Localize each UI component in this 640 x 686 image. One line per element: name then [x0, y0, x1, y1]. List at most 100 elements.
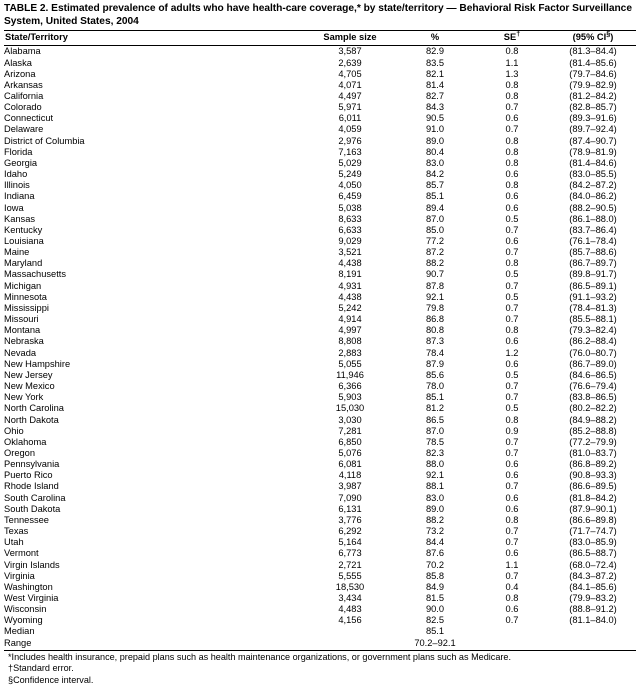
cell-ci: (89.7–92.4) [569, 124, 617, 135]
cell-state: Washington [4, 581, 53, 592]
cell-state: Georgia [4, 157, 38, 168]
table-row: New Mexico 6,366 78.0 0.7 (76.6–79.4) [4, 381, 636, 392]
cell-state: Range [4, 637, 304, 651]
cell-state: Indiana [4, 191, 35, 202]
cell-se: 0.8 [505, 593, 519, 603]
cell-percent: 84.9 [425, 581, 445, 592]
table-row: North Carolina 15,030 81.2 0.5 (80.2–82.2) [4, 403, 636, 414]
cell-percent: 86.8 [425, 314, 445, 325]
cell-sample-size: 2,639 [338, 57, 362, 68]
cell-sample-size: 5,903 [338, 392, 362, 403]
table-row: Vermont 6,773 87.6 0.6 (86.5–88.7) [4, 548, 636, 559]
cell-ci: (81.1–84.0) [569, 615, 617, 626]
cell-se: 0.5 [505, 403, 519, 414]
ci-label-close: ) [610, 32, 614, 43]
cell-state: Virgin Islands [4, 559, 60, 570]
cell-se: 0.7 [505, 570, 519, 581]
cell-state: Michigan [4, 280, 42, 291]
cell-se: 0.6 [505, 113, 519, 124]
cell-ci: (84.1–85.6) [569, 581, 617, 592]
table-row: Virgin Islands 2,721 70.2 1.1 (68.0–72.4) [4, 560, 636, 571]
table-row: Georgia 5,029 83.0 0.8 (81.4–84.6) [4, 158, 636, 169]
cell-percent: 87.0 [425, 425, 445, 436]
table-row: New York 5,903 85.1 0.7 (83.8–86.5) [4, 392, 636, 403]
table-row: District of Columbia 2,976 89.0 0.8 (87.4–90… [4, 136, 636, 147]
cell-ci: (83.0–85.9) [569, 537, 617, 548]
cell-state: Ohio [4, 425, 24, 436]
cell-ci: (87.4–90.7) [569, 135, 617, 146]
cell-ci: (83.0–85.5) [569, 169, 617, 180]
cell-state: Missouri [4, 314, 39, 325]
cell-se: 0.6 [505, 191, 519, 202]
summary-row: Range 70.2–92.1 [4, 637, 636, 651]
cell-sample-size: 6,131 [338, 503, 362, 514]
cell-state: Kentucky [4, 224, 43, 235]
cell-state: Montana [4, 325, 41, 336]
cell-ci: (81.0–83.7) [569, 447, 617, 458]
cell-ci: (83.7–86.4) [569, 224, 617, 235]
cell-sample-size: 7,090 [338, 492, 362, 503]
ci-label: (95% CI [572, 32, 607, 43]
footnote: †Standard error. [8, 663, 632, 674]
cell-percent: 92.1 [425, 291, 445, 302]
cell-se: 1.1 [505, 559, 519, 570]
table-row: Massachusetts 8,191 90.7 0.5 (89.8–91.7) [4, 269, 636, 280]
table-row: Louisiana 9,029 77.2 0.6 (76.1–78.4) [4, 236, 636, 247]
table-row: New Hampshire 5,055 87.9 0.6 (86.7–89.0) [4, 359, 636, 370]
cell-state: Minnesota [4, 291, 47, 302]
cell-sample-size: 4,914 [338, 314, 362, 325]
cell-state: Idaho [4, 169, 28, 180]
cell-sample-size: 3,776 [338, 514, 362, 525]
cell-se: 1.2 [505, 347, 519, 358]
cell-se: 0.8 [505, 180, 519, 191]
cell-percent: 70.2–92.1 [396, 637, 474, 651]
cell-sample-size: 6,366 [338, 381, 362, 392]
cell-ci: (85.7–88.6) [569, 247, 617, 258]
cell-se: 0.7 [505, 247, 519, 258]
table-row: Indiana 6,459 85.1 0.6 (84.0–86.2) [4, 191, 636, 202]
cell-ci: (86.7–89.7) [569, 258, 617, 269]
cell-sample-size: 3,030 [338, 414, 362, 425]
column-header-se: SE† [474, 30, 550, 47]
cell-percent: 88.2 [425, 258, 445, 269]
cell-sample-size: 4,438 [338, 258, 362, 269]
cell-ci: (86.8–89.2) [569, 459, 617, 470]
cell-ci: (76.1–78.4) [569, 236, 617, 246]
table-header: State/Territory Sample size % SE† (95% C… [4, 30, 636, 47]
cell-state: California [4, 90, 44, 101]
cell-state: Alabama [4, 46, 41, 57]
cell-se: 0.5 [505, 213, 519, 224]
cell-sample-size: 8,808 [338, 336, 362, 347]
cell-sample-size: 5,076 [338, 447, 362, 458]
cell-se: 0.7 [505, 381, 519, 392]
cell-state: New Hampshire [4, 358, 71, 369]
cell-se: 0.8 [505, 146, 519, 157]
table-row: Alaska 2,639 83.5 1.1 (81.4–85.6) [4, 58, 636, 69]
cell-sample-size: 5,242 [338, 302, 362, 313]
cell-percent: 84.2 [425, 169, 445, 180]
cell-se: 0.8 [505, 46, 519, 57]
cell-state: Puerto Rico [4, 470, 53, 481]
table-title: TABLE 2. Estimated prevalence of adults … [4, 3, 632, 27]
cell-percent: 82.3 [425, 447, 445, 458]
cell-percent: 83.0 [425, 157, 445, 168]
cell-percent: 92.1 [425, 470, 445, 481]
cell-percent: 73.2 [425, 526, 445, 537]
cell-ci: (86.7–89.0) [569, 358, 617, 369]
cell-sample-size: 9,029 [338, 236, 362, 246]
table-row: Iowa 5,038 89.4 0.6 (88.2–90.5) [4, 203, 636, 214]
cell-sample-size: 4,497 [338, 90, 362, 101]
cell-sample-size: 15,030 [335, 403, 365, 414]
cell-ci: (81.2–84.2) [569, 90, 617, 101]
cell-percent: 87.8 [425, 280, 445, 291]
cell-ci: (88.2–90.5) [569, 202, 617, 213]
cell-se: 0.7 [505, 302, 519, 313]
cell-percent: 78.4 [425, 347, 445, 358]
cell-percent: 88.0 [425, 459, 445, 470]
cell-se: 0.7 [505, 615, 519, 626]
table-row: Mississippi 5,242 79.8 0.7 (78.4–81.3) [4, 303, 636, 314]
cell-state: North Carolina [4, 403, 64, 414]
table-body: Alabama 3,587 82.9 0.8 (81.3–84.4) Alaska 2,63… [4, 46, 636, 651]
cell-sample-size: 6,081 [338, 459, 362, 470]
se-label: SE [503, 32, 517, 43]
